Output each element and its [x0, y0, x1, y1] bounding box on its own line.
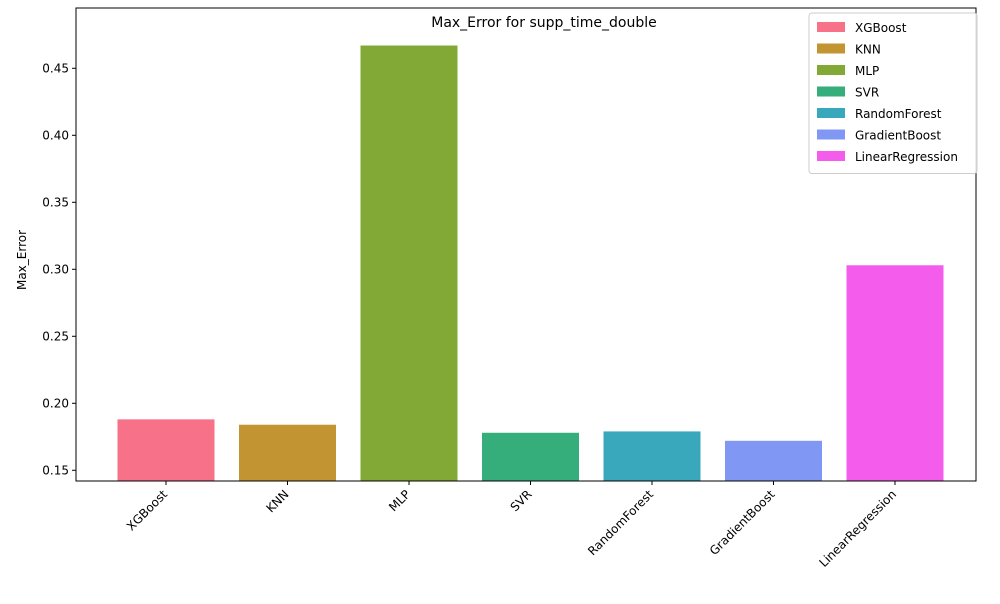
legend-swatch — [817, 86, 845, 97]
legend-swatch — [817, 65, 845, 75]
y-tick-label: 0.40 — [42, 128, 69, 142]
bar-randomforest — [603, 431, 701, 481]
legend-label: MLP — [855, 64, 879, 78]
legend-label: XGBoost — [855, 21, 907, 35]
y-tick-label: 0.35 — [42, 195, 69, 209]
legend-label: RandomForest — [855, 107, 942, 121]
legend-swatch — [817, 22, 845, 32]
legend-box — [808, 12, 978, 174]
bar-knn — [239, 424, 336, 481]
x-axis-ticks: XGBoost KNN MLP SVR RandomForest GradientBoos… — [124, 481, 899, 570]
plot-frame — [75, 7, 977, 482]
x-tick-label: MLP — [386, 487, 413, 514]
legend-label: GradientBoost — [855, 129, 941, 143]
y-tick-label: 0.45 — [42, 61, 69, 75]
bar-svr — [482, 432, 579, 481]
x-tick-label: RandomForest — [585, 487, 656, 558]
bar-mlp — [360, 45, 458, 482]
bar-gradientboost — [725, 440, 822, 481]
y-tick-label: 0.20 — [42, 396, 69, 410]
y-axis-label: Max_Error — [15, 230, 29, 290]
x-tick-label: KNN — [263, 487, 291, 515]
legend: XGBoost KNN MLP SVR RandomForest GradientBoos… — [808, 12, 978, 174]
y-tick-label: 0.30 — [42, 262, 69, 276]
bar-linearregression — [846, 265, 944, 481]
legend-swatch — [817, 108, 845, 118]
legend-label: LinearRegression — [855, 150, 958, 164]
x-tick-label: GradientBoost — [707, 487, 778, 558]
bar-xgboost — [117, 419, 215, 481]
legend-swatch — [817, 43, 845, 54]
bars — [117, 45, 944, 482]
x-tick-label: LinearRegression — [816, 487, 899, 570]
x-tick-label: SVR — [508, 487, 535, 514]
x-tick-label: XGBoost — [124, 487, 170, 533]
y-tick-label: 0.25 — [42, 329, 69, 343]
legend-swatch — [817, 151, 845, 161]
legend-swatch — [817, 129, 845, 140]
y-tick-label: 0.15 — [42, 463, 69, 477]
legend-label: SVR — [855, 86, 879, 100]
y-axis-ticks: 0.15 0.20 0.25 0.30 0.35 0.40 0.45 — [42, 61, 76, 477]
chart-title: Max_Error for supp_time_double — [431, 15, 657, 31]
legend-label: KNN — [855, 43, 881, 57]
